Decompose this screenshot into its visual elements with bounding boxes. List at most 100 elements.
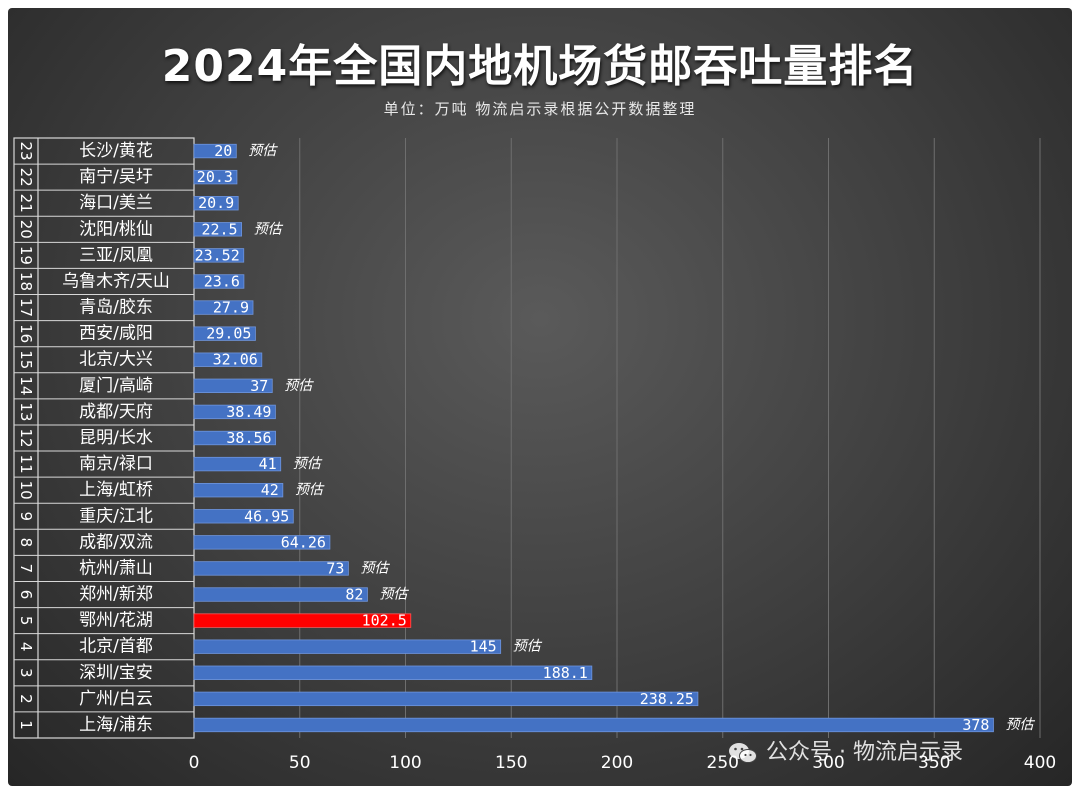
category-label: 北京/首都	[79, 637, 153, 657]
category-label: 南宁/吴圩	[79, 167, 153, 187]
rank-label: 15	[17, 350, 35, 369]
estimate-label: 预估	[293, 456, 323, 472]
bar	[193, 222, 242, 237]
bar	[193, 509, 294, 524]
value-label: 42	[261, 481, 279, 499]
category-label: 成都/双流	[79, 532, 153, 552]
value-label: 23.52	[195, 246, 240, 264]
x-tick-label: 150	[495, 753, 527, 773]
category-label: 青岛/胶东	[79, 298, 153, 318]
rank-label: 7	[17, 564, 35, 574]
value-label: 20.9	[198, 194, 234, 212]
rank-label: 13	[17, 402, 35, 421]
bar	[193, 482, 284, 498]
category-label: 郑州/新郑	[79, 585, 153, 605]
value-label: 37	[250, 377, 268, 395]
rank-label: 2	[17, 694, 35, 704]
category-label: 西安/咸阳	[79, 324, 153, 344]
value-label: 64.26	[281, 533, 326, 551]
category-label: 厦门/高崎	[79, 376, 153, 396]
rank-label: 6	[17, 590, 35, 600]
category-label: 成都/天府	[79, 402, 153, 422]
rank-label: 21	[17, 194, 35, 213]
category-label: 海口/美兰	[79, 193, 153, 213]
bar	[193, 378, 273, 394]
value-label: 145	[470, 638, 497, 656]
bar-highlight	[193, 613, 412, 628]
estimate-label: 预估	[295, 482, 325, 498]
estimate-label: 预估	[1005, 717, 1035, 733]
bar	[193, 717, 994, 733]
bar	[193, 300, 254, 315]
value-label: 23.6	[204, 272, 240, 290]
x-tick-label: 200	[601, 753, 633, 773]
bar	[193, 248, 245, 263]
x-tick-label: 300	[812, 753, 844, 773]
category-label: 重庆/江北	[79, 506, 153, 526]
bar	[193, 169, 238, 185]
rank-label: 9	[17, 511, 35, 521]
value-label: 73	[326, 559, 344, 577]
value-label: 38.56	[226, 429, 271, 447]
value-label: 20.3	[197, 168, 233, 186]
value-label: 41	[259, 455, 277, 473]
value-label: 46.95	[244, 507, 289, 525]
rank-label: 17	[17, 298, 35, 317]
rank-label: 20	[17, 220, 35, 239]
bar	[193, 535, 331, 550]
bar	[193, 352, 263, 367]
rank-label: 23	[17, 141, 35, 160]
value-label: 38.49	[226, 403, 271, 421]
value-label: 22.5	[201, 220, 237, 238]
estimate-label: 预估	[248, 143, 278, 159]
rank-label: 3	[17, 668, 35, 678]
x-tick-label: 250	[707, 753, 739, 773]
bar	[193, 404, 276, 420]
rank-label: 18	[17, 272, 35, 291]
estimate-label: 预估	[379, 587, 409, 603]
wechat-icon	[728, 741, 758, 765]
value-label: 29.05	[206, 325, 251, 343]
value-label: 238.25	[640, 690, 694, 708]
estimate-label: 预估	[254, 221, 284, 237]
bar	[193, 665, 593, 680]
category-label: 上海/虹桥	[79, 480, 153, 500]
bar	[193, 274, 245, 289]
category-label: 杭州/萧山	[79, 558, 153, 578]
bar	[193, 456, 282, 472]
bar	[193, 196, 239, 211]
bar	[193, 326, 256, 341]
value-label: 378	[962, 716, 989, 734]
category-label: 长沙/黄花	[79, 141, 153, 161]
category-label: 乌鲁木齐/天山	[62, 271, 170, 291]
category-label: 鄂州/花湖	[79, 611, 153, 631]
watermark: 公众号 · 物流启示录	[728, 734, 963, 766]
rank-label: 4	[17, 642, 35, 652]
rank-label: 16	[17, 324, 35, 343]
x-tick-label: 100	[389, 753, 421, 773]
value-label: 82	[345, 586, 363, 604]
bar	[193, 430, 276, 446]
category-label: 昆明/长水	[79, 428, 153, 448]
x-tick-label: 0	[189, 753, 200, 773]
rank-label: 10	[17, 481, 35, 500]
category-label: 三亚/凤凰	[79, 245, 153, 265]
x-tick-label: 50	[289, 753, 311, 773]
bar	[193, 691, 699, 707]
category-label: 深圳/宝安	[79, 663, 153, 683]
value-label: 188.1	[543, 664, 588, 682]
value-label: 102.5	[362, 612, 407, 630]
category-label: 广州/白云	[79, 689, 153, 709]
value-label: 20	[214, 142, 232, 160]
bar	[193, 587, 368, 602]
rank-label: 8	[17, 538, 35, 548]
rank-label: 5	[17, 616, 35, 626]
rank-label: 19	[17, 246, 35, 265]
bar	[193, 639, 502, 654]
estimate-label: 预估	[513, 639, 543, 655]
value-label: 32.06	[213, 351, 258, 369]
bar	[193, 143, 237, 159]
category-label: 上海/浦东	[79, 715, 153, 735]
watermark-text: 公众号 · 物流启示录	[766, 740, 963, 765]
